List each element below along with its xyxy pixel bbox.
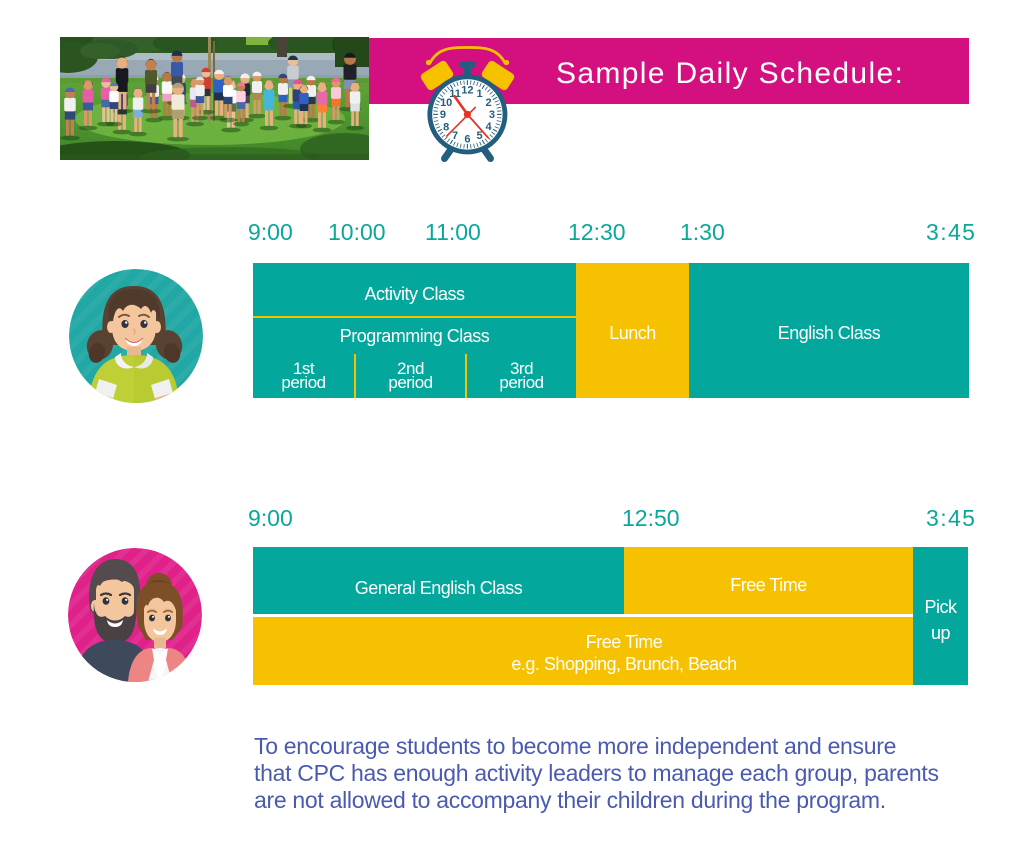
svg-text:7: 7 — [452, 130, 458, 142]
svg-text:3: 3 — [489, 109, 495, 121]
svg-text:4: 4 — [486, 121, 493, 133]
svg-text:6: 6 — [464, 134, 470, 146]
svg-text:12: 12 — [461, 85, 473, 97]
svg-text:10: 10 — [440, 97, 452, 109]
svg-text:8: 8 — [443, 121, 449, 133]
svg-text:2: 2 — [486, 97, 492, 109]
svg-text:11: 11 — [449, 88, 461, 100]
svg-text:9: 9 — [440, 109, 446, 121]
svg-text:1: 1 — [477, 88, 483, 100]
svg-text:5: 5 — [477, 130, 483, 142]
